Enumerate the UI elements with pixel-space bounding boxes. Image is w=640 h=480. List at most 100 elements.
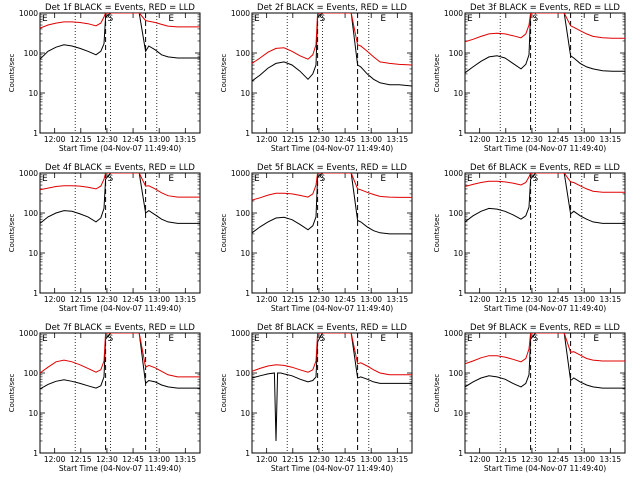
y-tick-label: 10 [240,249,250,258]
y-tick-label: 100 [236,369,251,378]
series-line [465,333,625,389]
event-marker-label: S [320,14,326,24]
x-tick-label: 13:15 [387,135,409,144]
event-marker-label: E [42,334,48,344]
event-marker-label: E [593,14,599,24]
y-axis-label: Counts/sec [433,54,441,93]
event-marker-label: E [168,334,174,344]
series-line [252,333,412,442]
y-tick-label: 100 [449,49,464,58]
y-tick-label: 1 [33,449,38,458]
event-marker-label: S [320,334,326,344]
x-tick-label: 12:45 [334,295,356,304]
x-tick-label: 13:00 [148,135,170,144]
series-line [252,173,412,235]
detector-panel: Det 5f BLACK = Events, RED = LLD 1 10 100 10… [220,163,413,313]
detector-panel: Det 4f BLACK = Events, RED = LLD 1 10 100 10… [8,163,201,313]
detector-panel: Det 7f BLACK = Events, RED = LLD 1 10 100 10… [8,323,201,473]
panel-title: Det 3f BLACK = Events, RED = LLD [470,3,620,13]
event-marker-label: E [467,334,473,344]
x-tick-label: 13:15 [387,455,409,464]
y-tick-label: 1 [458,449,463,458]
y-tick-label: 100 [449,369,464,378]
series-line [465,173,625,193]
y-tick-label: 100 [24,369,39,378]
x-axis-label: Start Time (04-Nov-07 11:49:40) [59,464,181,473]
x-tick-label: 12:30 [308,455,330,464]
y-tick-label: 100 [236,49,251,58]
panel-title: Det 5f BLACK = Events, RED = LLD [257,163,407,173]
event-marker-label: S [320,174,326,184]
y-tick-label: 1000 [231,9,250,18]
x-tick-label: 12:00 [469,295,491,304]
y-tick-label: 1000 [19,169,38,178]
x-tick-label: 12:45 [547,135,569,144]
x-tick-label: 13:00 [148,295,170,304]
x-tick-label: 12:00 [469,455,491,464]
x-tick-label: 12:00 [256,135,278,144]
x-tick-label: 13:15 [175,135,197,144]
x-tick-label: 13:00 [573,135,595,144]
x-tick-label: 12:45 [122,135,144,144]
x-tick-label: 12:00 [256,455,278,464]
y-tick-label: 100 [24,49,39,58]
y-tick-label: 1000 [231,329,250,338]
x-tick-label: 12:00 [44,295,66,304]
x-tick-label: 12:15 [70,295,92,304]
x-axis-label: Start Time (04-Nov-07 11:49:40) [484,304,606,313]
y-tick-label: 1 [33,129,38,138]
x-tick-label: 12:30 [96,135,118,144]
plot-frame [39,172,201,294]
y-tick-label: 10 [453,249,463,258]
series-line [40,13,200,60]
y-tick-label: 1000 [444,9,463,18]
x-tick-label: 13:15 [600,135,622,144]
x-tick-label: 12:45 [334,135,356,144]
x-tick-label: 13:00 [360,135,382,144]
detector-panel: Det 6f BLACK = Events, RED = LLD 1 10 100 10… [433,163,626,313]
event-marker-label: E [593,174,599,184]
series-line [252,333,412,376]
y-tick-label: 1 [33,289,38,298]
event-marker-label: E [380,334,386,344]
x-tick-label: 12:30 [521,455,543,464]
x-tick-label: 12:15 [282,135,304,144]
x-tick-label: 13:00 [360,455,382,464]
x-tick-label: 12:30 [521,295,543,304]
panel-title: Det 7f BLACK = Events, RED = LLD [45,323,195,333]
x-tick-label: 13:15 [600,455,622,464]
panel-title: Det 9f BLACK = Events, RED = LLD [470,323,620,333]
x-tick-label: 12:00 [256,295,278,304]
series-line [465,13,625,43]
y-tick-label: 1 [245,289,250,298]
y-axis-label: Counts/sec [8,214,16,253]
event-marker-label: S [108,334,114,344]
y-axis-label: Counts/sec [8,54,16,93]
y-tick-label: 1 [458,129,463,138]
x-tick-label: 13:00 [148,455,170,464]
plot-frame [464,332,626,454]
series-line [252,13,412,66]
x-tick-label: 12:30 [96,295,118,304]
x-tick-label: 13:15 [600,295,622,304]
plot-frame [464,12,626,134]
x-tick-label: 12:45 [334,455,356,464]
y-axis-label: Counts/sec [220,54,228,93]
y-tick-label: 10 [240,409,250,418]
x-tick-label: 12:15 [495,455,517,464]
x-axis-label: Start Time (04-Nov-07 11:49:40) [59,144,181,153]
x-tick-label: 12:00 [44,455,66,464]
x-tick-label: 12:00 [469,135,491,144]
x-tick-label: 13:15 [175,295,197,304]
event-marker-label: E [168,14,174,24]
plot-frame [39,332,201,454]
series-line [40,333,200,378]
series-line [252,173,412,201]
y-axis-label: Counts/sec [433,214,441,253]
event-marker-label: E [467,14,473,24]
x-tick-label: 12:00 [44,135,66,144]
y-tick-label: 1 [245,449,250,458]
series-line [40,13,200,29]
panel-title: Det 1f BLACK = Events, RED = LLD [45,3,195,13]
event-marker-label: E [254,334,260,344]
